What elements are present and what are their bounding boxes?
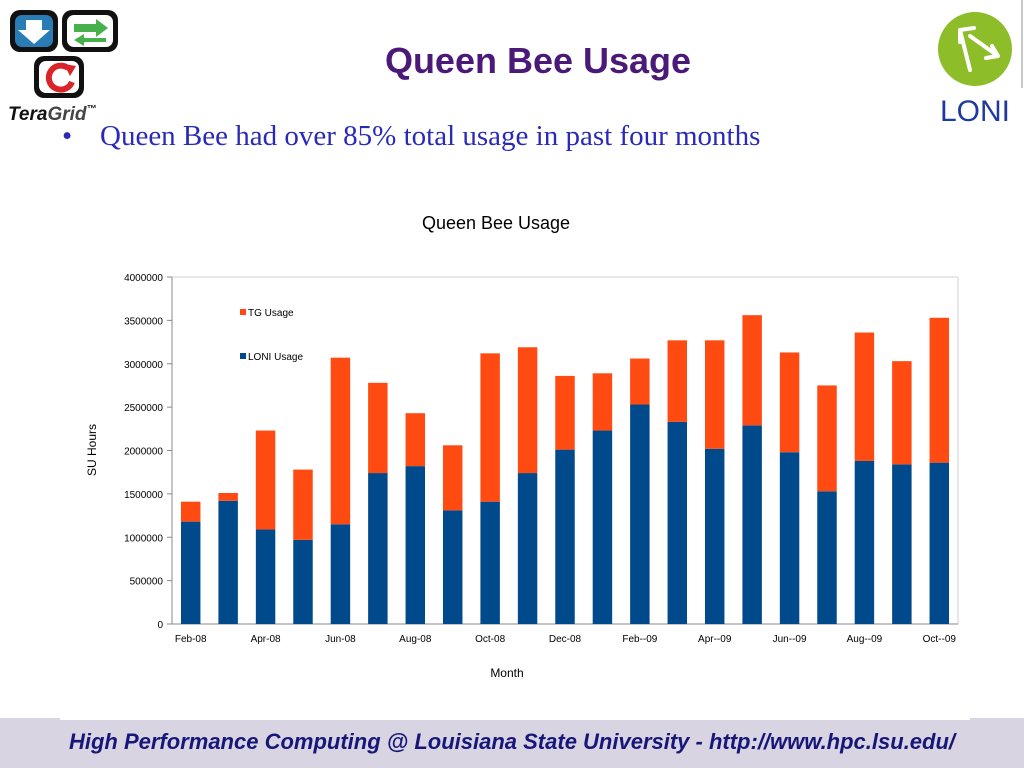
legend-swatch <box>240 309 246 315</box>
bar-loni-usage <box>555 449 575 624</box>
x-tick-label: Apr--09 <box>698 634 732 645</box>
teragrid-refresh-icon <box>34 56 84 98</box>
teragrid-wordmark-grid: Grid <box>47 104 86 124</box>
bar-tg-usage <box>630 358 650 405</box>
teragrid-arrow-down-icon <box>10 10 58 52</box>
bar-tg-usage <box>330 357 351 525</box>
bar-series <box>180 315 950 624</box>
y-tick-label: 3000000 <box>124 360 163 371</box>
x-tick-label: Aug--09 <box>847 634 883 645</box>
legend-label: LONI Usage <box>248 352 303 363</box>
bar-loni-usage <box>293 539 313 624</box>
y-tick-label: 1500000 <box>124 490 163 501</box>
chart-legend: TG Usage LONI Usage <box>240 308 303 363</box>
x-tick-label: Feb--09 <box>622 634 657 645</box>
bar-tg-usage <box>293 469 313 540</box>
x-tick-label: Oct--09 <box>923 634 957 645</box>
slide-title: Queen Bee Usage <box>384 40 692 81</box>
bar-tg-usage <box>442 445 463 511</box>
bar-loni-usage <box>517 473 538 624</box>
bar-tg-usage <box>779 352 800 453</box>
bar-tg-usage <box>667 340 688 422</box>
bar-tg-usage <box>817 385 837 492</box>
svg-text:TeraGrid™: TeraGrid™ <box>8 104 97 124</box>
y-tick-label: 0 <box>157 620 163 631</box>
bar-loni-usage <box>368 473 388 624</box>
teragrid-tm: ™ <box>87 104 97 115</box>
bar-tg-usage <box>480 353 500 502</box>
loni-wordmark: LONI <box>940 95 1010 128</box>
bullet-item: • Queen Bee had over 85% total usage in p… <box>62 120 760 153</box>
bar-tg-usage <box>704 340 725 449</box>
loni-logo: LONI <box>930 8 1020 133</box>
y-tick-label: 2500000 <box>124 403 163 414</box>
y-tick-label: 4000000 <box>124 273 163 284</box>
bar-loni-usage <box>929 462 950 624</box>
bar-tg-usage <box>892 361 912 465</box>
bar-tg-usage <box>180 501 201 522</box>
y-axis: 0 500000 1000000 1500000 2000000 2500000 30000… <box>124 273 173 631</box>
right-edge-rule <box>1021 0 1023 88</box>
bar-loni-usage <box>704 448 725 624</box>
bar-tg-usage <box>742 315 762 426</box>
bar-tg-usage <box>929 317 950 463</box>
x-tick-label: Aug-08 <box>399 634 432 645</box>
bar-tg-usage <box>555 375 575 450</box>
bar-loni-usage <box>480 501 500 624</box>
y-tick-label: 2000000 <box>124 447 163 458</box>
bar-loni-usage <box>630 404 650 624</box>
x-axis-title: Month <box>490 666 523 680</box>
teragrid-logo: TeraGrid™ <box>6 6 126 125</box>
legend-swatch <box>240 353 246 359</box>
x-tick-label: Apr-08 <box>251 634 281 645</box>
x-tick-label: Dec-08 <box>549 634 582 645</box>
x-tick-label: Jun-08 <box>325 634 356 645</box>
bar-loni-usage <box>817 491 837 624</box>
bullet-text: Queen Bee had over 85% total usage in pa… <box>100 120 761 152</box>
bar-loni-usage <box>667 421 688 624</box>
bar-loni-usage <box>779 452 800 624</box>
x-axis: Feb-08 Apr-08 Jun-08 Aug-08 Oct-08 Dec-08 Feb-… <box>172 623 958 645</box>
bar-tg-usage <box>255 430 276 530</box>
bar-tg-usage <box>854 332 875 461</box>
y-tick-label: 500000 <box>130 577 164 588</box>
legend-label: TG Usage <box>248 308 294 319</box>
footer-divider <box>60 718 970 720</box>
y-tick-label: 3500000 <box>124 316 163 327</box>
bar-loni-usage <box>405 466 426 624</box>
chart-title: Queen Bee Usage <box>422 213 570 233</box>
bar-tg-usage <box>517 347 538 474</box>
x-tick-label: Oct-08 <box>475 634 505 645</box>
x-tick-label: Jun--09 <box>773 634 807 645</box>
teragrid-arrows-swap-icon <box>62 10 118 52</box>
footer-bar <box>0 718 1024 768</box>
bar-loni-usage <box>442 510 463 624</box>
y-tick-label: 1000000 <box>124 533 163 544</box>
teragrid-wordmark-tera: Tera <box>8 104 48 124</box>
bar-loni-usage <box>255 529 276 624</box>
bar-tg-usage <box>405 413 426 467</box>
x-tick-label: Feb-08 <box>175 634 207 645</box>
bar-loni-usage <box>218 500 238 624</box>
bar-loni-usage <box>180 521 201 624</box>
bar-loni-usage <box>742 425 762 624</box>
bar-loni-usage <box>592 430 613 624</box>
bar-tg-usage <box>368 382 388 474</box>
bar-loni-usage <box>854 460 875 624</box>
bar-tg-usage <box>218 493 238 501</box>
bar-loni-usage <box>330 524 351 624</box>
bullet-marker: • <box>62 120 73 152</box>
usage-chart: Queen Bee Usage 0 500000 1000000 1500000 200… <box>85 213 959 680</box>
y-axis-title: SU Hours <box>85 424 99 476</box>
loni-arrow-icon <box>938 12 1012 86</box>
footer-text: High Performance Computing @ Louisiana S… <box>68 729 956 754</box>
bar-loni-usage <box>892 464 912 624</box>
bar-tg-usage <box>592 373 613 431</box>
